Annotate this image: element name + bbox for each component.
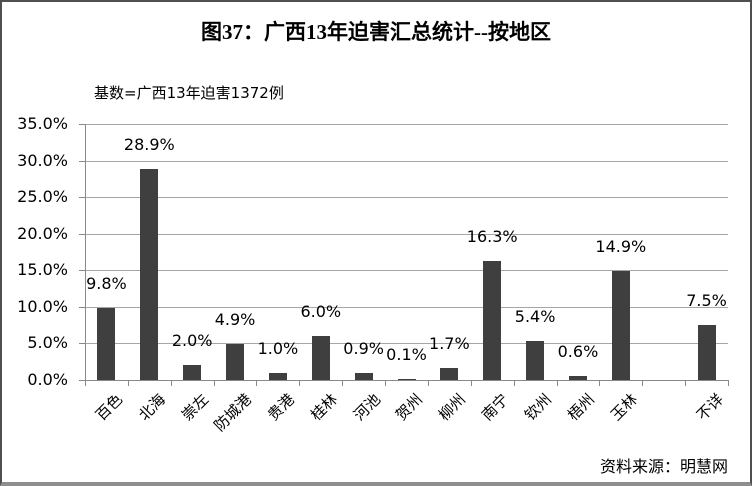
y-axis-tick-label: 30.0% (17, 150, 68, 170)
bar (226, 344, 245, 380)
x-axis-tick (556, 381, 558, 386)
x-axis-tick (170, 381, 172, 386)
bar-value-label: 0.1% (386, 345, 427, 364)
bar-value-label: 0.9% (343, 339, 384, 358)
bar (397, 379, 416, 380)
bar-value-label: 0.6% (557, 342, 599, 361)
chart-title: 图37：广西13年迫害汇总统计--按地区 (201, 20, 551, 44)
y-axis-tick (79, 197, 85, 199)
y-axis-tick-label: 35.0% (17, 114, 68, 133)
x-axis-line (85, 380, 729, 381)
y-axis-tick-label: 5.0% (27, 333, 68, 353)
bar-value-label: 1.0% (257, 339, 299, 358)
bar-value-label: 2.0% (171, 331, 213, 350)
x-axis-tick (599, 381, 601, 386)
y-axis-tick (79, 380, 85, 381)
x-axis-tick (513, 381, 515, 386)
bar (611, 271, 630, 380)
bar (140, 169, 159, 380)
gridline (85, 197, 728, 199)
bar-value-label: 16.3% (466, 227, 518, 246)
source-note: 资料来源：明慧网 (599, 457, 728, 476)
bar-value-label: 1.7% (429, 334, 470, 353)
x-axis-tick (299, 381, 301, 386)
bar-value-label: 14.9% (595, 237, 647, 256)
bar-value-label: 9.8% (86, 274, 127, 293)
y-axis-tick (79, 270, 85, 272)
bar (97, 308, 116, 380)
gridline (85, 343, 728, 345)
bar-value-label: 4.9% (214, 310, 256, 329)
x-axis-tick (470, 381, 472, 386)
x-axis-tick (385, 381, 387, 386)
y-axis-tick (79, 306, 85, 308)
chart-base-note: 基数=广西13年迫害1372例 (94, 84, 284, 102)
y-axis-tick-label: 25.0% (17, 187, 68, 207)
bar-value-label: 28.9% (123, 135, 175, 154)
bar (268, 373, 287, 380)
bar (568, 376, 587, 380)
y-axis-tick-label: 10.0% (17, 296, 68, 316)
bar (440, 368, 459, 380)
x-axis-tick (127, 381, 129, 386)
x-axis-tick (427, 381, 429, 386)
gridline (85, 306, 728, 308)
bar (526, 341, 545, 380)
gridline (85, 270, 728, 272)
gridline (85, 233, 728, 235)
x-axis-tick (256, 381, 258, 386)
bar-value-label: 6.0% (300, 302, 342, 321)
y-axis-tick (79, 160, 85, 162)
y-axis-tick (79, 343, 85, 345)
bar-value-label: 7.5% (686, 291, 727, 310)
bar (483, 261, 502, 380)
y-axis-line (85, 124, 86, 380)
y-axis-tick-label: 0.0% (27, 370, 68, 389)
y-axis-tick (79, 124, 85, 125)
y-axis-tick (79, 233, 85, 235)
x-axis-tick (85, 381, 86, 386)
x-axis-tick (213, 381, 215, 386)
x-axis-tick (342, 381, 344, 386)
x-axis-tick (685, 381, 687, 386)
x-axis-tick (642, 381, 644, 386)
bar-value-label: 5.4% (514, 307, 556, 326)
bar (697, 325, 716, 380)
gridline (85, 124, 728, 125)
bar (354, 373, 373, 380)
y-axis-tick-label: 20.0% (17, 223, 68, 243)
gridline (85, 160, 728, 162)
bar (183, 365, 202, 380)
bar (311, 336, 330, 380)
x-axis-tick (728, 381, 729, 386)
y-axis-tick-label: 15.0% (17, 260, 68, 280)
